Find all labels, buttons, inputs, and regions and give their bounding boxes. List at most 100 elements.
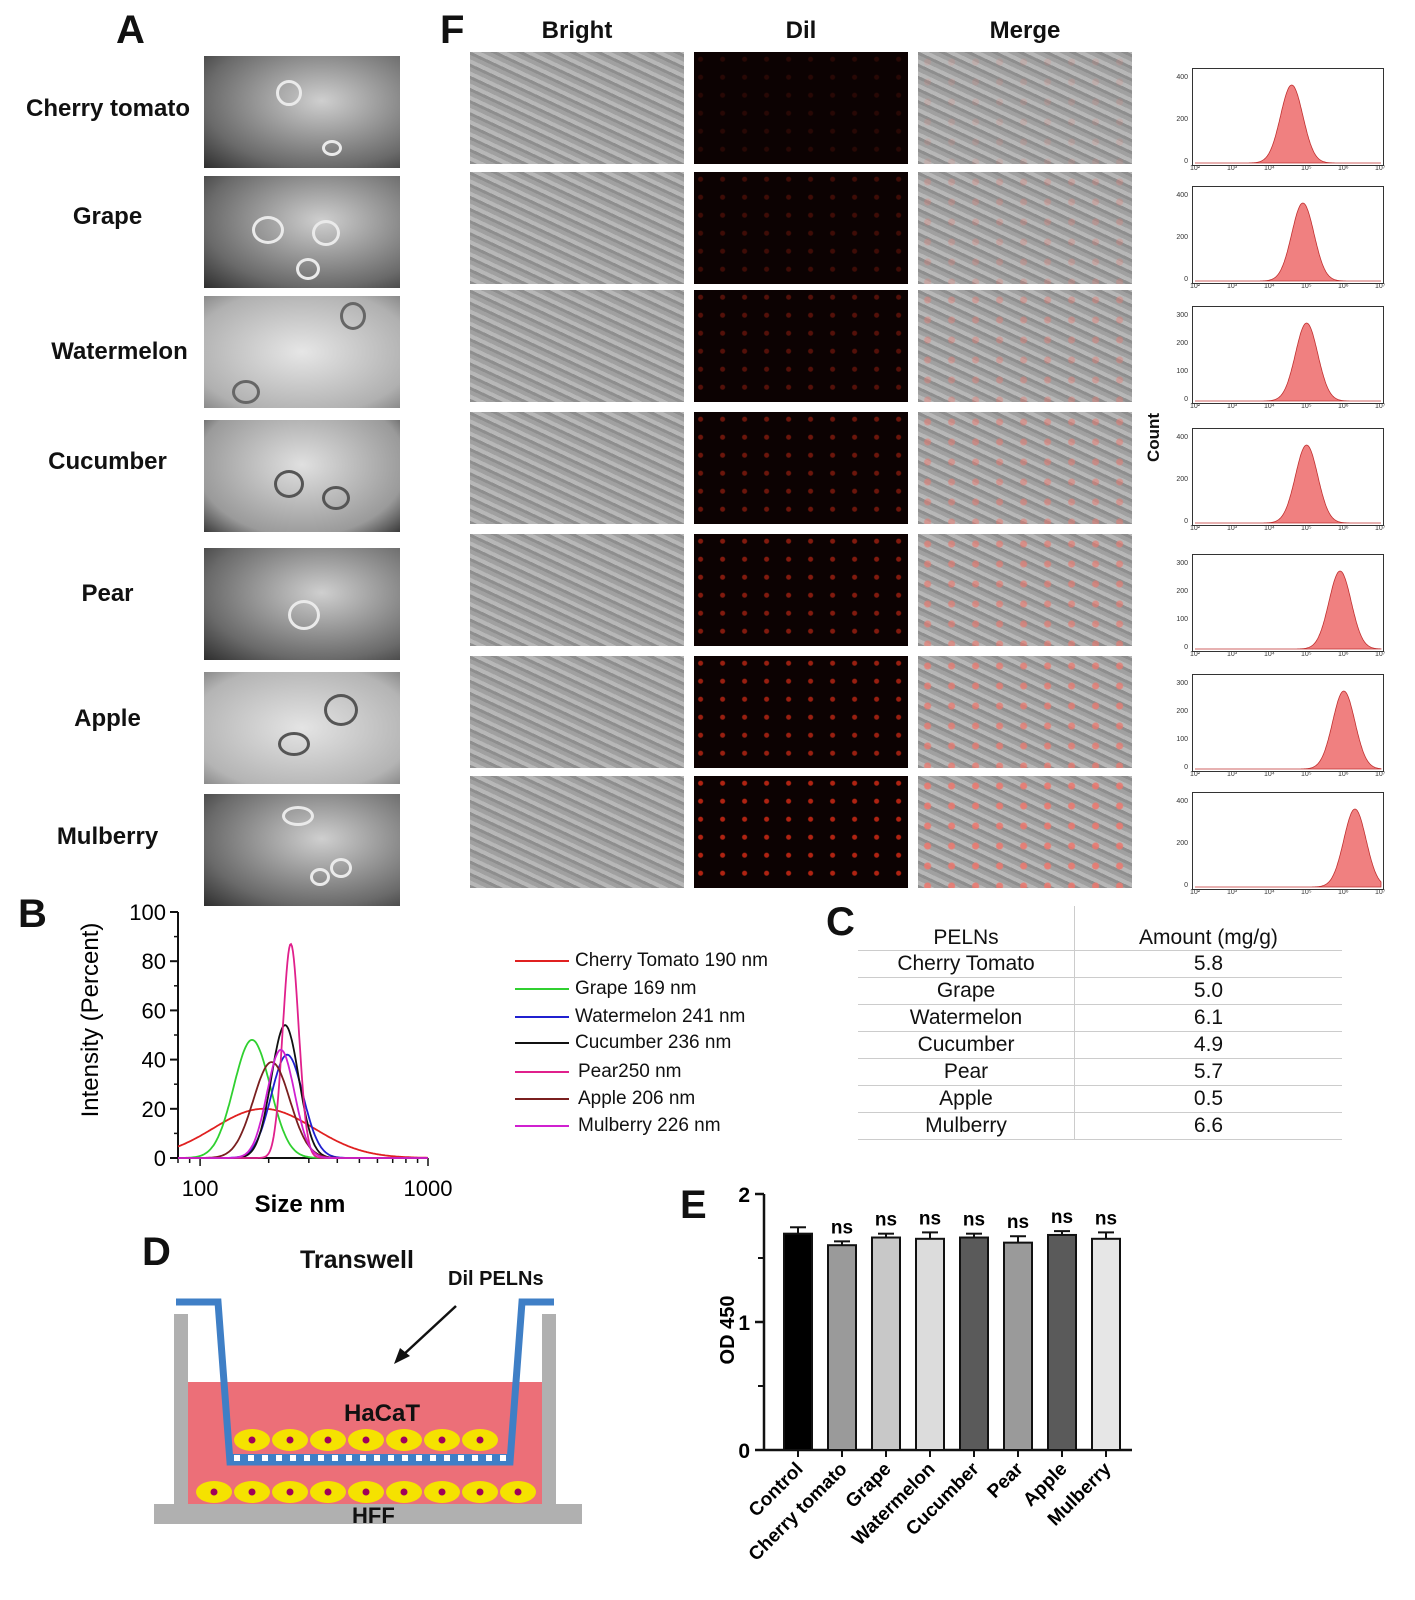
chart-e-bar bbox=[915, 1237, 945, 1451]
flow-x-tick: 10⁴ bbox=[1264, 283, 1275, 290]
table-cell-sample: Mulberry bbox=[858, 1112, 1075, 1140]
chart-e-y-tick-label: 1 bbox=[738, 1312, 750, 1335]
tem-image-cucumber bbox=[204, 420, 400, 532]
panel-letter-b: B bbox=[18, 892, 47, 936]
panel-letter-e: E bbox=[680, 1183, 707, 1227]
micrograph-bright-pear bbox=[470, 534, 684, 646]
outer-well-base bbox=[154, 1504, 582, 1524]
tem-image-apple bbox=[204, 672, 400, 784]
chart-e-y-tick-label: 0 bbox=[738, 1440, 750, 1463]
cell-nucleus bbox=[210, 1488, 218, 1496]
chart-b-y-tick-label: 40 bbox=[142, 1048, 166, 1073]
micrograph-dil-watermelon bbox=[694, 290, 908, 402]
flow-x-tick: 10³ bbox=[1227, 165, 1238, 172]
chart-b-y-tick-label: 80 bbox=[142, 949, 166, 974]
chart-b-x-label: Size nm bbox=[255, 1191, 346, 1218]
row-label-cucumber: Cucumber bbox=[48, 448, 167, 475]
membrane-pore bbox=[472, 1455, 478, 1461]
cell-nucleus bbox=[286, 1488, 294, 1496]
diagram-title: Transwell bbox=[300, 1246, 414, 1274]
flow-histogram-fill bbox=[1195, 444, 1381, 524]
flow-x-tick: 10⁴ bbox=[1264, 651, 1275, 658]
flow-x-tick: 10² bbox=[1190, 771, 1201, 778]
flow-x-tick: 10⁴ bbox=[1264, 403, 1275, 410]
membrane-pore bbox=[500, 1455, 506, 1461]
membrane-pore bbox=[290, 1455, 296, 1461]
cell-nucleus bbox=[362, 1488, 370, 1496]
membrane-pore bbox=[416, 1455, 422, 1461]
chart-b-series-line bbox=[177, 1107, 428, 1159]
micrograph-merge-pear bbox=[918, 534, 1132, 646]
flow-y-tick: 0 bbox=[1184, 396, 1188, 403]
diagram-arrow-label: Dil PELNs bbox=[448, 1268, 544, 1290]
flow-histogram-mulberry bbox=[1192, 792, 1384, 890]
flow-x-tick: 10⁷ bbox=[1375, 651, 1386, 658]
flow-x-tick: 10⁶ bbox=[1338, 651, 1349, 658]
panel-letter-d: D bbox=[142, 1230, 171, 1274]
table-row: Grape 5.0 bbox=[858, 977, 1342, 1005]
table-cell-amount: 5.7 bbox=[1074, 1058, 1342, 1086]
table-cell-amount: 6.1 bbox=[1074, 1004, 1342, 1032]
chart-b-y-label: Intensity (Percent) bbox=[77, 923, 104, 1118]
flow-histogram-fill bbox=[1195, 570, 1382, 650]
table-row: Apple 0.5 bbox=[858, 1085, 1342, 1113]
tem-image-mulberry bbox=[204, 794, 400, 906]
flow-histogram-fill bbox=[1195, 690, 1382, 770]
row-label-mulberry: Mulberry bbox=[56, 823, 159, 850]
flow-x-tick: 10² bbox=[1190, 165, 1201, 172]
chart-e-significance-label: ns bbox=[831, 1217, 853, 1238]
flow-count-label: Count bbox=[1144, 412, 1163, 462]
table-cell-sample: Watermelon bbox=[858, 1004, 1075, 1032]
cell-nucleus bbox=[514, 1488, 522, 1496]
cell-nucleus bbox=[476, 1488, 484, 1496]
flow-x-tick: 10⁴ bbox=[1264, 165, 1275, 172]
cell-nucleus bbox=[476, 1436, 484, 1444]
chart-b-x-tick-label: 1000 bbox=[404, 1176, 453, 1201]
row-label-apple: Apple bbox=[74, 705, 141, 732]
membrane-pore bbox=[332, 1455, 338, 1461]
table-cell-sample: Cucumber bbox=[858, 1031, 1075, 1059]
chart-b-legend-swatch bbox=[515, 988, 569, 990]
column-header-dil: Dil bbox=[785, 17, 817, 44]
micrograph-dil-apple bbox=[694, 656, 908, 768]
flow-x-tick: 10³ bbox=[1227, 889, 1238, 896]
flow-y-tick: 100 bbox=[1176, 616, 1188, 623]
tem-image-cherry-tomato bbox=[204, 56, 400, 168]
cell-nucleus bbox=[248, 1436, 256, 1444]
micrograph-merge-grape bbox=[918, 172, 1132, 284]
chart-e-y-label: OD 450 bbox=[717, 1296, 739, 1365]
chart-b-legend-swatch bbox=[515, 1042, 569, 1044]
cell-nucleus bbox=[400, 1436, 408, 1444]
membrane-pore bbox=[346, 1455, 352, 1461]
chart-e-significance-label: ns bbox=[1051, 1207, 1073, 1228]
chart-b-legend-label: Cherry Tomato 190 nm bbox=[575, 950, 768, 971]
cell-nucleus bbox=[438, 1488, 446, 1496]
tem-image-watermelon bbox=[204, 296, 400, 408]
flow-x-tick: 10⁵ bbox=[1301, 889, 1312, 896]
flow-x-tick: 10⁶ bbox=[1338, 771, 1349, 778]
table-header-amount: Amount (mg/g) bbox=[1074, 906, 1342, 951]
row-label-pear: Pear bbox=[81, 580, 134, 607]
flow-y-tick: 0 bbox=[1184, 764, 1188, 771]
flow-x-tick: 10² bbox=[1190, 525, 1201, 532]
flow-y-tick: 100 bbox=[1176, 368, 1188, 375]
table-row: Mulberry 6.6 bbox=[858, 1112, 1342, 1140]
membrane-pore bbox=[388, 1455, 394, 1461]
membrane-pore bbox=[234, 1455, 240, 1461]
row-label-cherry-tomato: Cherry tomato bbox=[25, 95, 191, 122]
micrograph-bright-apple bbox=[470, 656, 684, 768]
membrane-pore bbox=[444, 1455, 450, 1461]
membrane-pore bbox=[360, 1455, 366, 1461]
flow-x-tick: 10³ bbox=[1227, 283, 1238, 290]
flow-y-tick: 300 bbox=[1176, 680, 1188, 687]
flow-x-tick: 10³ bbox=[1227, 771, 1238, 778]
flow-x-tick: 10⁷ bbox=[1375, 283, 1386, 290]
membrane-pore bbox=[430, 1455, 436, 1461]
row-label-grape: Grape bbox=[72, 203, 143, 230]
micrograph-merge-apple bbox=[918, 656, 1132, 768]
chart-b-legend-label: Cucumber 236 nm bbox=[575, 1032, 732, 1053]
flow-x-tick: 10⁷ bbox=[1375, 771, 1386, 778]
flow-y-tick: 200 bbox=[1176, 340, 1188, 347]
